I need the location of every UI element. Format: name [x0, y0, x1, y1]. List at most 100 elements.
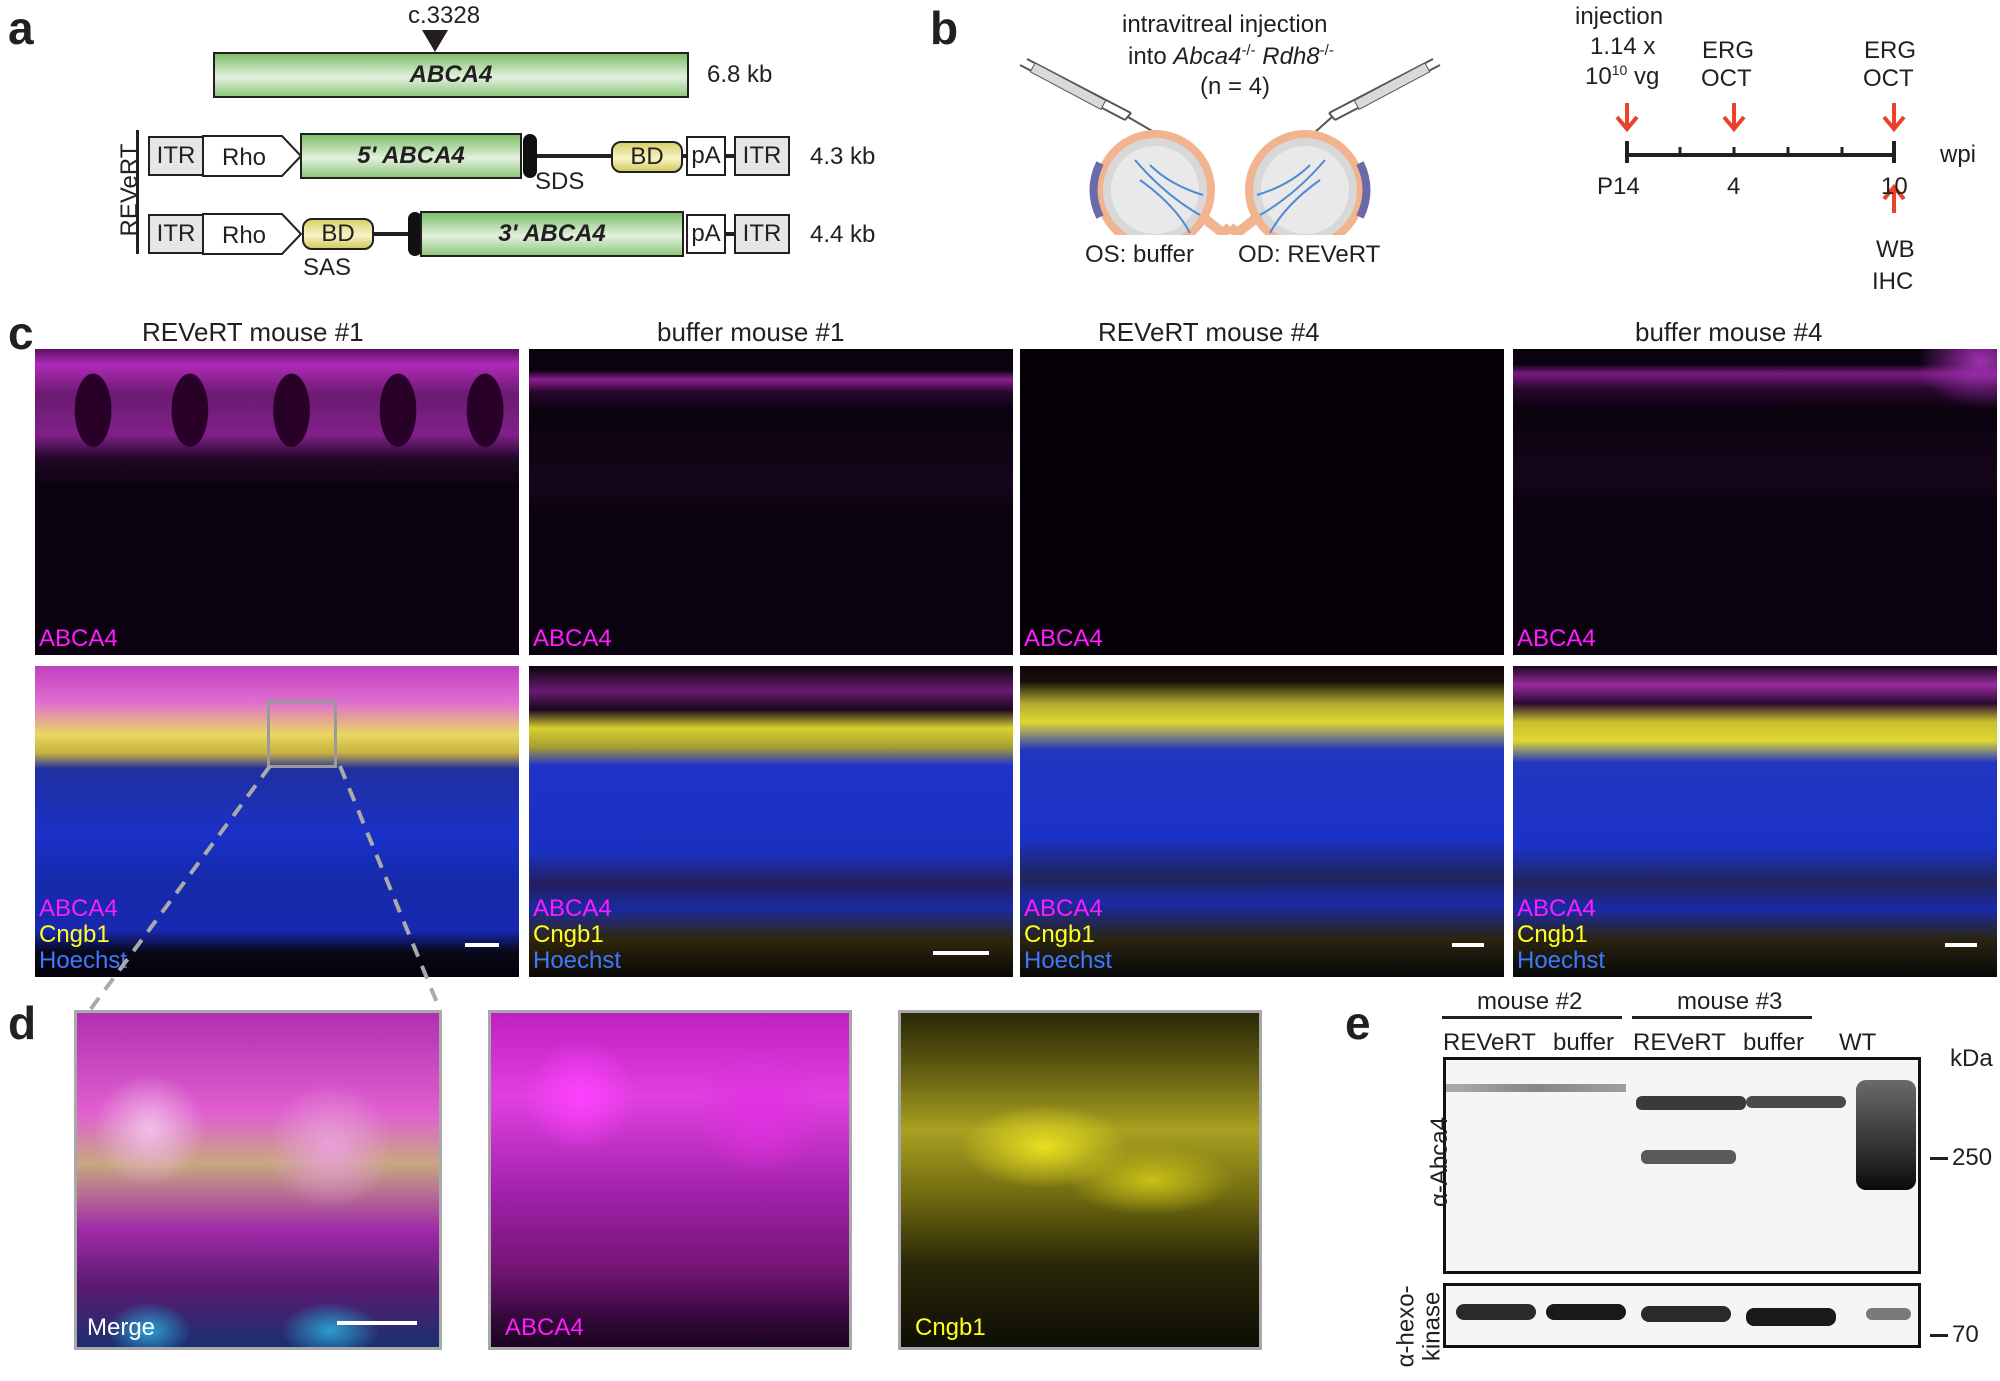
timeline-unit: wpi	[1940, 141, 1977, 168]
od-eye-illustration	[1226, 58, 1441, 235]
svg-text:Rho: Rho	[222, 144, 266, 171]
c-scalebar-2	[933, 951, 989, 955]
os-eye-illustration	[1019, 58, 1234, 235]
vec2-promoter: Rho	[202, 213, 303, 255]
d-merge-pane: Merge	[74, 1010, 442, 1350]
vec1-linker	[537, 154, 613, 158]
e-blot-abca4	[1443, 1057, 1921, 1274]
e-marker-70: 70	[1952, 1321, 1979, 1348]
timeline-erg2: ERG	[1864, 37, 1917, 64]
timeline-arrows	[1615, 103, 1906, 213]
timeline-axis	[1615, 103, 1906, 213]
e-blot1-label: α-Abca4	[1426, 1117, 1453, 1207]
c-scalebar-3	[1452, 943, 1484, 947]
vec1-promoter: Rho	[202, 135, 303, 177]
c-bottom-channels-3: ABCA4 Cngb1 Hoechst	[1024, 895, 1113, 975]
mutation-arrow-icon	[422, 30, 448, 52]
d-abca4-pane: ABCA4	[488, 1010, 852, 1350]
e-marker-250-tick	[1930, 1157, 1948, 1160]
c-bottom-channels-4: ABCA4 Cngb1 Hoechst	[1517, 895, 1606, 975]
mutation-label: c.3328	[408, 2, 481, 29]
injection-title-1: intravitreal injection	[1122, 11, 1328, 38]
vec2-itr-left: ITR	[148, 214, 204, 254]
e-lane-3: REVeRT	[1633, 1029, 1726, 1056]
c-bottom-pane-2: ABCA4 Cngb1 Hoechst	[529, 666, 1013, 977]
e-blot2-label: α-hexo-kinase	[1392, 1285, 1446, 1368]
e-marker-250: 250	[1952, 1144, 1993, 1171]
timeline-erg1: ERG	[1702, 37, 1755, 64]
c-bottom-channels-1: ABCA4 Cngb1 Hoechst	[39, 895, 128, 975]
c-top-channel-4: ABCA4	[1517, 625, 1596, 653]
os-label: OS: buffer	[1085, 241, 1194, 268]
c-bottom-channels-2: ABCA4 Cngb1 Hoechst	[533, 895, 622, 975]
revert-side-label: REVeRT	[116, 143, 143, 237]
vec2-size: 4.4 kb	[810, 221, 876, 248]
panel-a-label: a	[8, 2, 34, 54]
c-bottom-pane-3: ABCA4 Cngb1 Hoechst	[1020, 666, 1504, 977]
vec2-linker3	[726, 232, 736, 236]
timeline-p14: P14	[1597, 173, 1640, 200]
vec2-bd: BD	[302, 218, 374, 250]
d-cngb1-label: Cngb1	[915, 1314, 986, 1342]
e-marker-70-tick	[1930, 1334, 1948, 1337]
e-group2-line	[1632, 1016, 1812, 1019]
vec2-sas-label: SAS	[303, 254, 352, 281]
c-top-pane-3: ABCA4	[1020, 349, 1504, 655]
col-title-3: REVeRT mouse #4	[1098, 317, 1320, 347]
e-lane-5: WT	[1839, 1029, 1877, 1056]
timeline-ihc: IHC	[1872, 268, 1914, 295]
timeline-oct2: OCT	[1863, 65, 1914, 92]
c-top-channel-3: ABCA4	[1024, 625, 1103, 653]
od-label: OD: REVeRT	[1238, 241, 1381, 268]
vec2-linker	[374, 232, 410, 236]
col-title-2: buffer mouse #1	[657, 317, 845, 347]
panel-b-label: b	[930, 2, 959, 54]
panel-d-label: d	[8, 997, 37, 1049]
vec1-size: 4.3 kb	[810, 143, 876, 170]
e-group2: mouse #3	[1677, 988, 1783, 1015]
c-scalebar-4	[1945, 943, 1977, 947]
col-title-4: buffer mouse #4	[1635, 317, 1823, 347]
panel-c-label: c	[8, 307, 34, 359]
e-lane-4: buffer	[1743, 1029, 1804, 1056]
c-top-channel-1: ABCA4	[39, 625, 118, 653]
zoom-guide-lines	[88, 764, 442, 1012]
e-group1-line	[1442, 1016, 1622, 1019]
injection-n: (n = 4)	[1200, 73, 1271, 100]
d-cngb1-pane: Cngb1	[898, 1010, 1262, 1350]
e-lane-2: buffer	[1553, 1029, 1614, 1056]
timeline-dose-2: 1010 vg	[1585, 62, 1660, 90]
gene-size: 6.8 kb	[707, 61, 773, 88]
c-top-pane-4: ABCA4	[1513, 349, 1997, 655]
timeline-10: 10	[1881, 173, 1908, 200]
e-blot-hexokinase	[1443, 1283, 1921, 1348]
vec1-bd: BD	[611, 141, 683, 173]
c-top-pane-1: ABCA4	[35, 349, 519, 655]
timeline-oct1: OCT	[1701, 65, 1752, 92]
revert-bracket	[136, 130, 139, 254]
c-top-channel-2: ABCA4	[533, 625, 612, 653]
d-scalebar	[337, 1321, 417, 1325]
d-merge-label: Merge	[87, 1314, 156, 1342]
e-unit: kDa	[1950, 1045, 1993, 1072]
vec1-itr-left: ITR	[148, 136, 204, 176]
vec1-sds-label: SDS	[535, 168, 585, 195]
c-scalebar-1	[465, 943, 499, 947]
vec1-linker2	[683, 154, 687, 158]
timeline-dose-1: 1.14 x	[1590, 33, 1656, 60]
vec2-itr-right: ITR	[734, 214, 790, 254]
vec2-3prime-cds: 3' ABCA4	[420, 211, 684, 257]
vec1-itr-right: ITR	[734, 136, 790, 176]
vec2-sas-marker	[408, 212, 422, 256]
timeline-4: 4	[1727, 173, 1741, 200]
c-bottom-pane-1: ABCA4 Cngb1 Hoechst	[35, 666, 519, 977]
vec1-linker3	[726, 154, 736, 158]
e-lane-1: REVeRT	[1443, 1029, 1536, 1056]
e-group1: mouse #2	[1477, 988, 1583, 1015]
timeline-injection: injection	[1575, 3, 1664, 30]
svg-text:Rho: Rho	[222, 222, 266, 249]
c-bottom-pane-4: ABCA4 Cngb1 Hoechst	[1513, 666, 1997, 977]
d-abca4-label: ABCA4	[505, 1314, 584, 1342]
panel-e-label: e	[1345, 997, 1371, 1049]
injection-title-2: into Abca4-/- Rdh8-/-	[1128, 42, 1334, 70]
